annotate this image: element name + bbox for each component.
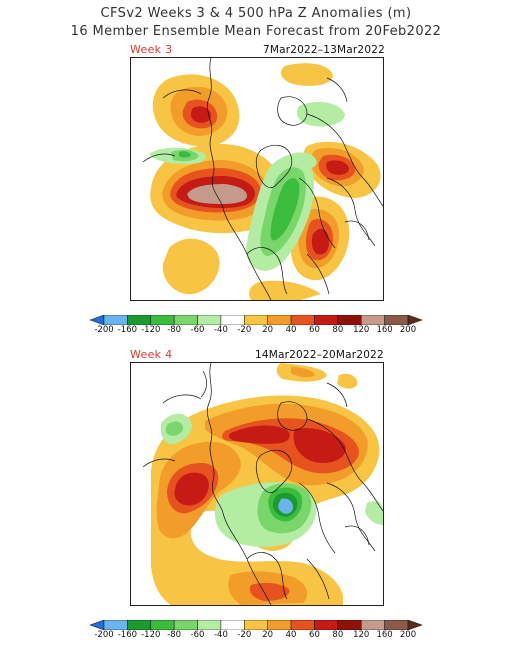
colorbar-swatch	[220, 315, 245, 325]
colorbar-tick-label: -160	[117, 325, 138, 335]
colorbar-swatch	[384, 620, 409, 630]
colorbar-swatch	[173, 315, 198, 325]
colorbar-tick-label: 40	[285, 630, 297, 640]
colorbar-week4-ticks: -200 -160 -120 -80 -60 -40 -20 20 40 60 80 120 160 20…	[90, 630, 422, 644]
week4-coastlines	[142, 363, 383, 605]
colorbar-swatch	[220, 620, 245, 630]
colorbar-tick-label: -120	[141, 325, 161, 335]
colorbar-tick-label: -20	[237, 325, 252, 335]
colorbar-tick-label: -20	[237, 630, 252, 640]
colorbar-swatch	[127, 620, 152, 630]
week3-label: Week 3	[130, 43, 173, 56]
colorbar-swatch	[290, 620, 315, 630]
colorbar-swatch	[103, 620, 128, 630]
colorbar-week4: -200 -160 -120 -80 -60 -40 -20 20 40 60 80 120 160 20…	[90, 620, 422, 648]
colorbar-swatch	[360, 315, 385, 325]
week4-neg120-contours	[278, 498, 293, 514]
colorbar-swatch	[314, 315, 339, 325]
colorbar-tick-label: -160	[117, 630, 138, 640]
week3-pos120-contours	[187, 184, 247, 204]
colorbar-tick-label: 40	[285, 325, 297, 335]
colorbar-swatch	[150, 315, 175, 325]
colorbar-swatch	[384, 315, 409, 325]
week4-date-range: 14Mar2022–20Mar2022	[255, 349, 384, 361]
map-title-line1: CFSv2 Weeks 3 & 4 500 hPa Z Anomalies (m…	[100, 6, 412, 21]
colorbar-tick-label: -200	[94, 325, 114, 335]
colorbar-arrow-high	[407, 315, 422, 325]
colorbar-swatch	[244, 315, 268, 325]
colorbar-tick-label: 160	[376, 325, 393, 335]
colorbar-tick-label: 20	[262, 325, 274, 335]
colorbar-swatch	[267, 620, 292, 630]
colorbar-swatch	[127, 315, 152, 325]
colorbar-tick-label: 80	[332, 630, 344, 640]
week4-label: Week 4	[130, 348, 173, 361]
colorbar-arrow-high	[407, 620, 422, 630]
colorbar-tick-label: -40	[213, 630, 228, 640]
colorbar-week3-swatches	[90, 315, 422, 325]
colorbar-tick-label: 200	[399, 325, 417, 335]
week3-date-range: 7Mar2022–13Mar2022	[263, 44, 385, 56]
colorbar-tick-label: -80	[167, 325, 182, 335]
colorbar-week3: -200 -160 -120 -80 -60 -40 -20 20 40 60 80 120 160 20…	[90, 315, 422, 343]
week4-pos80-contours	[174, 425, 346, 506]
colorbar-swatch	[360, 620, 385, 630]
colorbar-swatch	[103, 315, 128, 325]
colorbar-tick-label: 120	[353, 630, 370, 640]
colorbar-week3-ticks: -200 -160 -120 -80 -60 -40 -20 20 40 60 80 120 160 20…	[90, 325, 422, 339]
colorbar-swatch	[173, 620, 198, 630]
colorbar-tick-label: -120	[141, 630, 161, 640]
colorbar-tick-label: -40	[213, 325, 228, 335]
week3-map-svg	[142, 58, 383, 300]
week3-neg60-contours	[179, 151, 300, 241]
colorbar-tick-label: -60	[190, 325, 205, 335]
colorbar-tick-label: 20	[262, 630, 274, 640]
colorbar-swatch	[290, 315, 315, 325]
colorbar-swatch	[150, 620, 175, 630]
colorbar-swatch	[244, 620, 268, 630]
week4-map-svg	[142, 363, 383, 605]
colorbar-swatch	[314, 620, 339, 630]
colorbar-tick-label: 60	[309, 630, 320, 640]
colorbar-arrow-low	[90, 315, 105, 325]
colorbar-arrow-low	[90, 620, 105, 630]
colorbar-tick-label: 200	[399, 630, 417, 640]
colorbar-tick-label: -200	[94, 630, 114, 640]
colorbar-swatch	[197, 620, 222, 630]
colorbar-swatch	[267, 315, 292, 325]
colorbar-swatch	[337, 620, 362, 630]
colorbar-tick-label: -60	[190, 630, 205, 640]
colorbar-tick-label: 60	[309, 325, 320, 335]
colorbar-tick-label: 120	[353, 325, 370, 335]
colorbar-swatch	[197, 315, 222, 325]
colorbar-tick-label: -80	[167, 630, 182, 640]
colorbar-swatch	[337, 315, 362, 325]
map-title-line2: 16 Member Ensemble Mean Forecast from 20…	[70, 24, 442, 39]
week4-map	[130, 362, 384, 606]
colorbar-week4-swatches	[90, 620, 422, 630]
colorbar-tick-label: 160	[376, 630, 393, 640]
week3-map	[130, 57, 384, 301]
colorbar-tick-label: 80	[332, 325, 344, 335]
week3-coastlines	[142, 58, 383, 300]
